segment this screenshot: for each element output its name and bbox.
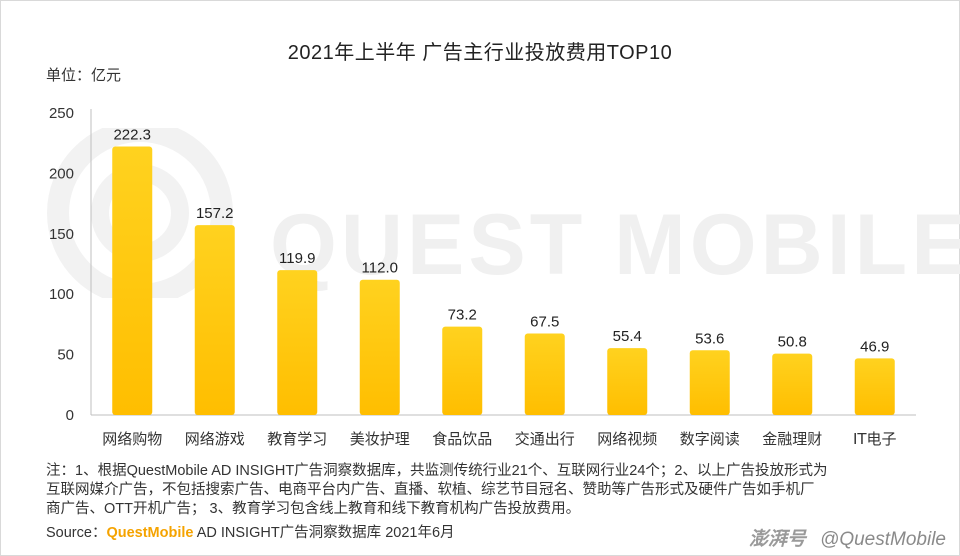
bar-9 bbox=[772, 353, 813, 415]
y-tick-label: 50 bbox=[57, 347, 74, 364]
y-tick-label: 0 bbox=[66, 407, 74, 424]
chart-title: 2021年上半年 广告主行业投放费用TOP10 bbox=[287, 42, 673, 64]
footnote-line-3: 商广告、OTT开机广告； 3、教育学习包含线上教育和线下教育机构广告投放费用。 bbox=[46, 501, 581, 517]
source-brand: QuestMobile bbox=[106, 525, 194, 541]
x-category-label: 食品饮品 bbox=[432, 430, 492, 448]
y-tick-label: 100 bbox=[49, 286, 74, 303]
bar-value-label: 73.2 bbox=[448, 307, 477, 324]
x-category-label: IT电子 bbox=[853, 430, 897, 448]
x-category-label: 网络购物 bbox=[102, 430, 162, 448]
bar-value-label: 112.0 bbox=[362, 260, 398, 277]
footnote-line-2: 互联网媒介广告，不包括搜索广告、电商平台内广告、直播、软植、综艺节目冠名、赞助等… bbox=[46, 482, 815, 498]
x-category-label: 网络视频 bbox=[597, 430, 657, 448]
x-category-label: 网络游戏 bbox=[185, 430, 245, 448]
x-category-label: 金融理财 bbox=[762, 430, 822, 448]
x-category-label: 教育学习 bbox=[267, 430, 327, 448]
x-category-label: 数字阅读 bbox=[680, 430, 740, 448]
bar-5 bbox=[442, 326, 483, 415]
bar-value-label: 119.9 bbox=[279, 250, 315, 267]
y-tick-label: 200 bbox=[49, 165, 74, 182]
x-category-label: 交通出行 bbox=[515, 430, 575, 448]
bar-4 bbox=[359, 279, 400, 415]
x-category-label: 美妆护理 bbox=[350, 430, 410, 448]
bar-3 bbox=[277, 270, 318, 415]
source-line: Source：QuestMobile AD INSIGHT广告洞察数据库 202… bbox=[46, 521, 455, 542]
credit: 澎湃号 @QuestMobile bbox=[749, 524, 946, 551]
source-prefix: Source： bbox=[46, 525, 107, 541]
bar-8 bbox=[689, 350, 730, 415]
bar-value-label: 157.2 bbox=[196, 205, 234, 222]
footnote: 注：1、根据QuestMobile AD INSIGHT广告洞察数据库，共监测传… bbox=[46, 462, 926, 519]
bar-10 bbox=[854, 358, 895, 415]
bar-value-label: 46.9 bbox=[860, 338, 889, 355]
platform-logo: 澎湃号 bbox=[749, 529, 807, 550]
unit-label: 单位：亿元 bbox=[46, 67, 122, 84]
y-tick-label: 250 bbox=[49, 105, 74, 122]
bar-1 bbox=[112, 146, 153, 415]
bar-value-label: 55.4 bbox=[613, 328, 642, 345]
bar-value-label: 67.5 bbox=[530, 313, 559, 330]
bar-value-label: 222.3 bbox=[113, 126, 151, 143]
bar-value-label: 53.6 bbox=[695, 330, 724, 347]
bar-2 bbox=[194, 225, 235, 415]
bar-7 bbox=[607, 348, 648, 415]
bar-chart: 0 50 100 150 200 250 222.3 网络购物 157.2 网络游戏 119.9 教… bbox=[49, 105, 916, 448]
source-suffix: AD INSIGHT广告洞察数据库 2021年6月 bbox=[193, 525, 455, 541]
bar-value-label: 50.8 bbox=[778, 334, 807, 351]
y-tick-label: 150 bbox=[49, 226, 74, 243]
bar-6 bbox=[524, 333, 565, 415]
author-handle: @QuestMobile bbox=[820, 529, 946, 550]
footnote-line-1: 注：1、根据QuestMobile AD INSIGHT广告洞察数据库，共监测传… bbox=[46, 463, 828, 479]
